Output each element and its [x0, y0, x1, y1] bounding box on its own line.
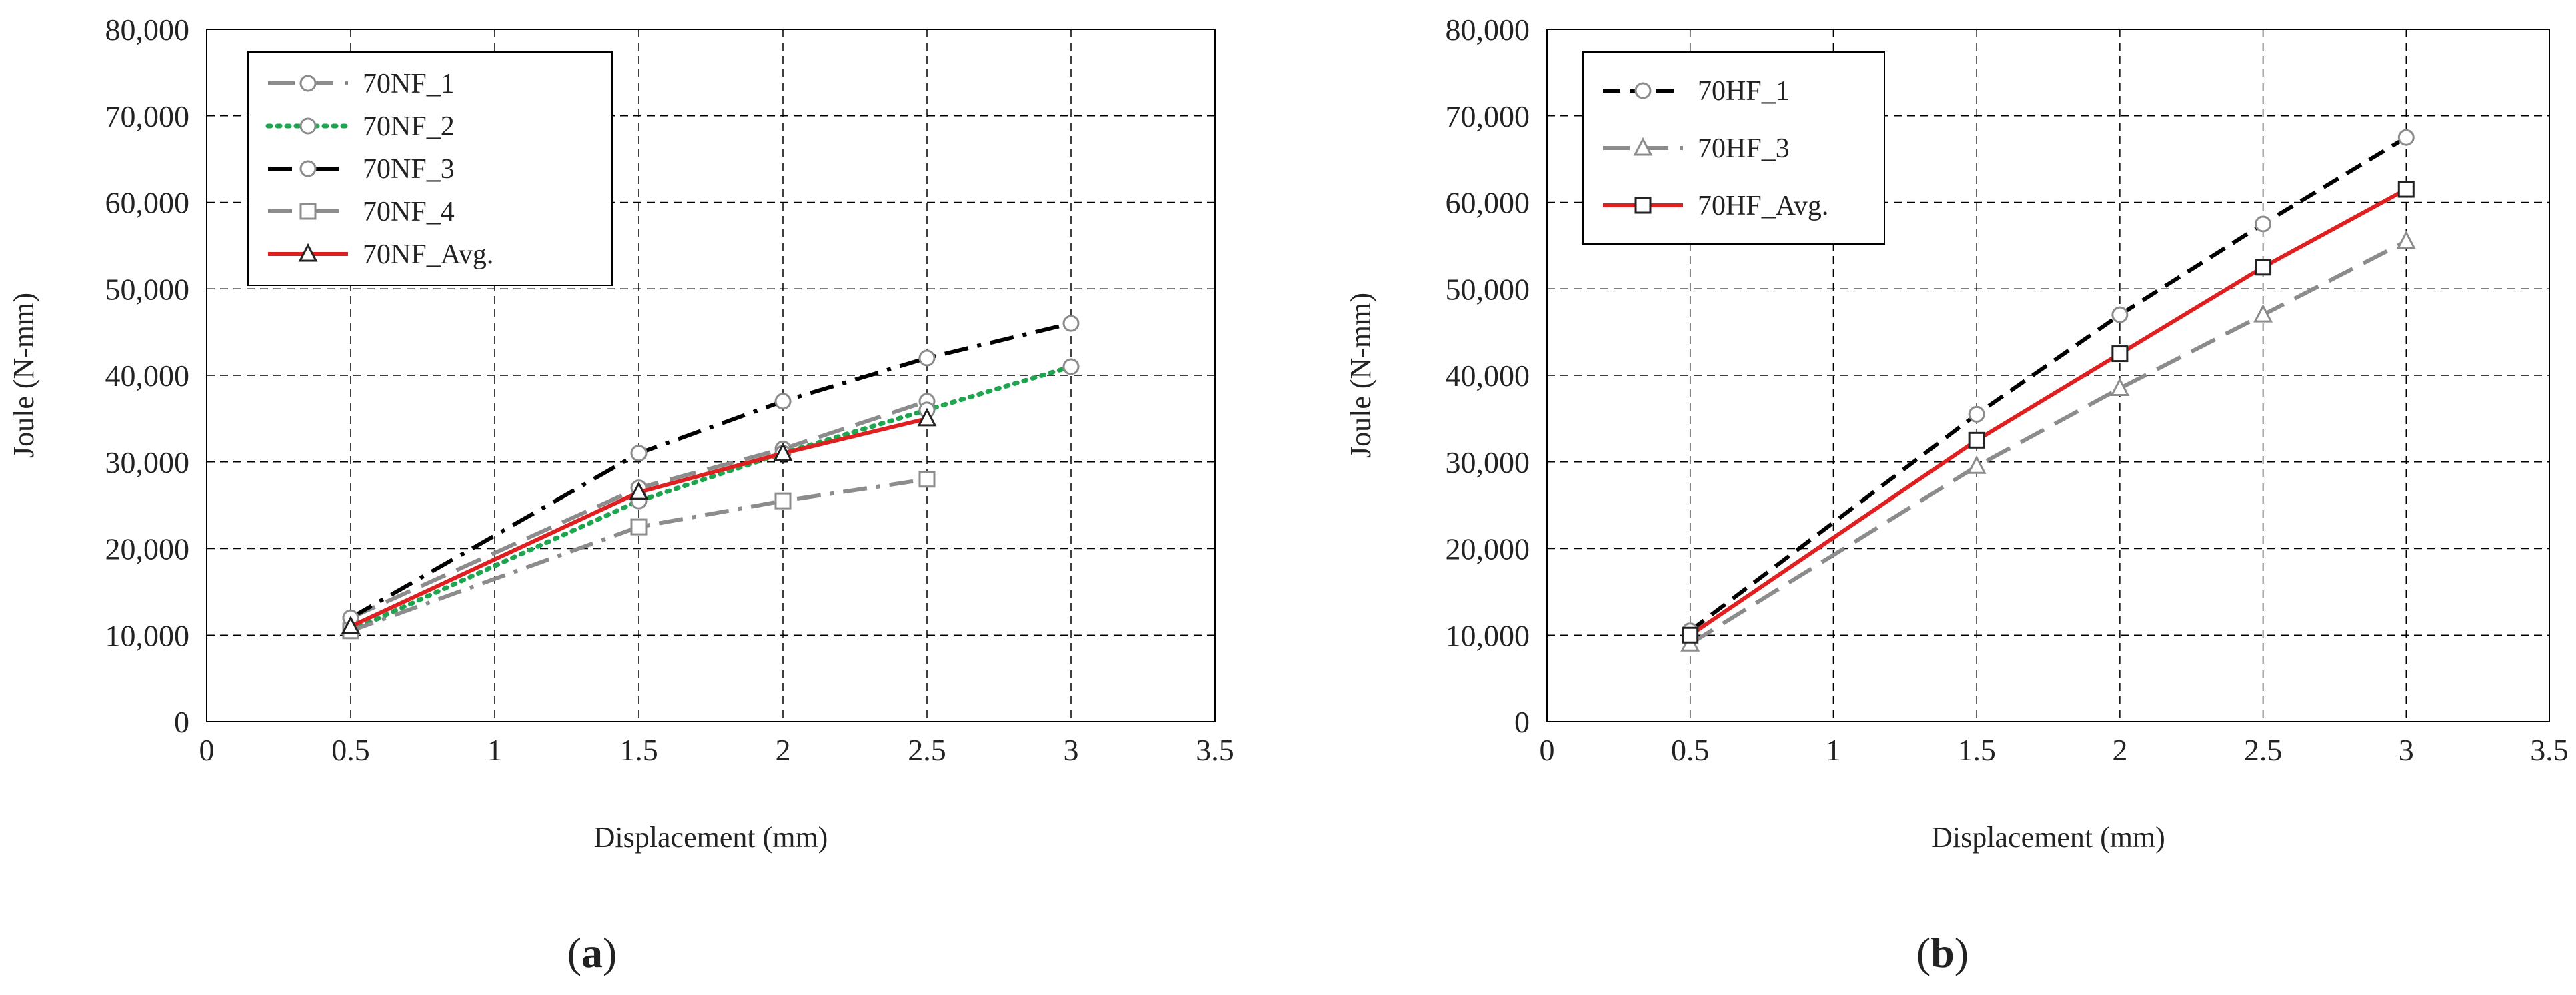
- x-tick-label: 1: [487, 733, 503, 767]
- legend-marker: [299, 117, 317, 135]
- legend-label: 70HF_3: [1698, 133, 1790, 164]
- legend: 70HF_1 70HF_3 70HF_Avg.: [1582, 51, 1885, 245]
- x-tick-label: 3: [1064, 733, 1079, 767]
- data-point: [1967, 455, 1987, 474]
- y-tick-label: 0: [1514, 705, 1530, 739]
- x-tick-label: 3.5: [2530, 733, 2569, 767]
- y-tick-label: 70,000: [1446, 99, 1530, 133]
- y-tick-label: 50,000: [105, 272, 190, 306]
- y-tick-label: 40,000: [105, 359, 190, 393]
- y-tick-label: 40,000: [1446, 359, 1530, 393]
- legend-marker: [299, 160, 317, 177]
- series-line: [349, 416, 928, 628]
- data-point: [2110, 377, 2130, 396]
- y-axis-title: Joule (N-mm): [7, 293, 40, 458]
- data-point: [630, 445, 648, 462]
- legend-marker: [1633, 137, 1653, 156]
- panel-label: (a): [567, 929, 617, 976]
- panel-label: (b): [1916, 929, 1969, 976]
- x-tick-label: 0.5: [1671, 733, 1710, 767]
- data-point: [1968, 431, 1985, 449]
- x-tick-label: 1.5: [1957, 733, 1996, 767]
- y-tick-label: 60,000: [105, 186, 190, 220]
- legend-label: 70NF_3: [363, 154, 455, 185]
- x-tick-label: 0.5: [331, 733, 370, 767]
- y-tick-label: 30,000: [105, 445, 190, 479]
- data-point: [2255, 215, 2272, 233]
- y-tick-label: 60,000: [1446, 186, 1530, 220]
- y-tick-label: 70,000: [105, 99, 190, 133]
- series-70HF_3: [1680, 230, 2416, 652]
- x-tick-label: 2: [2112, 733, 2127, 767]
- x-tick-label: 0: [1540, 733, 1555, 767]
- y-tick-label: 80,000: [1446, 13, 1530, 47]
- series-line: [349, 477, 928, 633]
- y-tick-label: 30,000: [1446, 445, 1530, 479]
- data-point: [917, 407, 937, 427]
- series-70HF_Avg.: [1682, 181, 2415, 644]
- legend-marker: [1634, 197, 1652, 214]
- legend: 70NF_1 70NF_2 70NF_3 70NF_4 70NF_Avg.: [247, 51, 613, 286]
- data-point: [918, 349, 936, 367]
- x-tick-label: 3.5: [1196, 733, 1234, 767]
- data-point: [2253, 303, 2273, 323]
- legend-marker: [299, 203, 317, 220]
- chart-panel-b: 0 0.5 1 1.5 2 2.5 3 3.5 0 10,000 20,000 30,000 40,00…: [1344, 13, 2569, 976]
- x-tick-label: 1: [1826, 733, 1841, 767]
- series-line: [1689, 239, 2407, 646]
- y-tick-label: 50,000: [1446, 272, 1530, 306]
- series-70NF_Avg.: [341, 407, 937, 634]
- y-tick-label: 10,000: [105, 618, 190, 652]
- legend-box: [1582, 51, 1885, 245]
- data-point: [773, 442, 793, 461]
- data-point: [774, 393, 792, 410]
- y-tick-label: 20,000: [1446, 532, 1530, 566]
- x-axis-title: Displacement (mm): [594, 821, 828, 854]
- y-tick-label: 0: [174, 705, 189, 739]
- x-tick-label: 0: [199, 733, 215, 767]
- chart-panel-a: 0 0.5 1 1.5 2 2.5 3 3.5 0 10,000 20,000 30,000 40,00…: [7, 13, 1234, 976]
- series-70HF_1: [1682, 129, 2415, 640]
- data-point: [1062, 315, 1080, 332]
- data-point: [2396, 230, 2416, 249]
- y-axis-title: Joule (N-mm): [1344, 293, 1377, 458]
- legend-marker: [299, 75, 317, 92]
- series-line: [1688, 135, 2407, 633]
- legend-label: 70HF_1: [1698, 76, 1790, 107]
- legend-label: 70NF_Avg.: [363, 239, 493, 270]
- data-point: [2111, 345, 2129, 363]
- y-tick-label: 80,000: [105, 13, 190, 47]
- series-70NF_3: [342, 315, 1080, 626]
- series-line: [349, 399, 928, 620]
- data-point: [2255, 259, 2272, 276]
- data-point: [774, 492, 792, 510]
- data-point: [1062, 358, 1080, 375]
- data-point: [629, 481, 649, 500]
- legend-label: 70NF_4: [363, 197, 455, 227]
- legend-marker: [298, 243, 318, 262]
- legend-marker: [1634, 82, 1652, 99]
- legend-label: 70NF_1: [363, 69, 455, 99]
- x-tick-label: 2.5: [2244, 733, 2283, 767]
- x-axis-title: Displacement (mm): [1931, 821, 2165, 854]
- data-point: [1682, 626, 1699, 644]
- data-point: [630, 518, 648, 536]
- data-point: [918, 471, 936, 488]
- legend-label: 70NF_2: [363, 111, 455, 142]
- data-point: [2397, 129, 2415, 146]
- data-point: [1968, 405, 1985, 423]
- y-tick-label: 20,000: [105, 532, 190, 566]
- data-point: [341, 616, 361, 634]
- x-tick-label: 2.5: [908, 733, 946, 767]
- x-tick-label: 3: [2399, 733, 2414, 767]
- legend-label: 70HF_Avg.: [1698, 191, 1828, 221]
- data-point: [2397, 181, 2415, 198]
- data-point: [2111, 306, 2129, 323]
- x-tick-label: 1.5: [619, 733, 658, 767]
- y-tick-label: 10,000: [1446, 618, 1530, 652]
- x-tick-label: 2: [776, 733, 791, 767]
